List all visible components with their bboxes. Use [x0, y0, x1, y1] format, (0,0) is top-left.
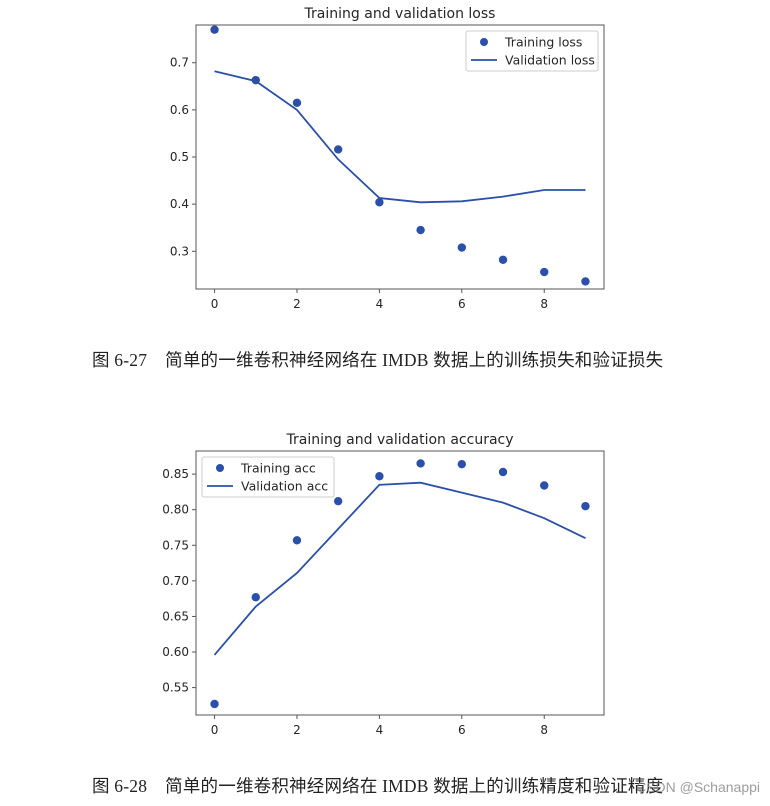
data-point [333, 496, 343, 506]
data-point [210, 699, 219, 709]
data-point [251, 593, 260, 602]
loss-figure-caption: 图 6-27 简单的一维卷积神经网络在 IMDB 数据上的训练损失和验证损失 [92, 347, 663, 372]
legend-label: Training loss [504, 35, 582, 50]
x-axis: 0 2 4 6 8 [211, 289, 548, 311]
y-tick-label: 0.70 [162, 574, 189, 588]
watermark: CSDN @Schanappi [636, 779, 760, 795]
y-tick-label: 0.5 [170, 150, 189, 164]
x-tick-label: 2 [293, 723, 301, 737]
y-tick-label: 0.6 [170, 103, 189, 117]
x-tick-label: 0 [211, 297, 219, 311]
y-axis: 0.3 0.4 0.5 0.6 0.7 [170, 56, 196, 258]
y-tick-label: 0.85 [162, 467, 189, 481]
y-tick-label: 0.65 [162, 609, 189, 623]
y-tick-label: 0.4 [170, 197, 189, 211]
loss-figure: Training and validation loss 0 2 4 6 8 0.3 0.4 0… [0, 0, 770, 380]
legend-label: Training acc [240, 461, 316, 476]
series-validation-loss [214, 70, 586, 204]
legend-item: Training loss [480, 35, 582, 50]
chart-title: Training and validation loss [304, 6, 496, 22]
accuracy-figure: Training and validation accuracy 0 2 4 6 8 0.5… [0, 420, 770, 806]
x-tick-label: 8 [540, 297, 548, 311]
data-point [292, 536, 302, 545]
legend-item: Validation acc [207, 479, 328, 494]
x-tick-label: 0 [211, 723, 219, 737]
data-line [214, 70, 586, 204]
y-tick-label: 0.3 [170, 244, 189, 258]
data-point [498, 467, 508, 477]
data-point [375, 472, 384, 481]
data-point [498, 255, 508, 264]
x-tick-label: 4 [376, 723, 384, 737]
legend-dot-icon [216, 464, 224, 472]
data-point [457, 243, 467, 252]
legend-item: Training acc [216, 461, 316, 476]
data-point [333, 145, 343, 154]
x-tick-label: 6 [458, 297, 466, 311]
figure-number: 图 6-27 [92, 350, 148, 370]
y-tick-label: 0.55 [162, 681, 189, 695]
series-training-acc [210, 459, 590, 709]
data-point [292, 98, 302, 107]
y-tick-label: 0.75 [162, 538, 189, 552]
x-tick-label: 8 [540, 723, 548, 737]
figure-number: 图 6-28 [92, 776, 148, 796]
caption-text: 简单的一维卷积神经网络在 IMDB 数据上的训练损失和验证损失 [165, 350, 664, 370]
legend-label: Validation loss [505, 53, 595, 68]
chart-title: Training and validation accuracy [285, 432, 513, 448]
series-validation-acc [213, 481, 586, 656]
data-point [540, 267, 549, 277]
legend: Training loss Validation loss [465, 30, 599, 72]
data-point [457, 459, 467, 469]
y-tick-label: 0.60 [162, 645, 189, 659]
y-axis: 0.55 0.60 0.65 0.70 0.75 0.80 0.85 [162, 467, 196, 695]
data-point [581, 277, 590, 286]
legend-item: Validation loss [471, 53, 595, 68]
data-point [581, 501, 590, 511]
legend-dot-icon [480, 38, 488, 46]
x-tick-label: 6 [458, 723, 466, 737]
data-point [540, 481, 549, 490]
legend: Training acc Validation acc [201, 456, 335, 498]
data-point [416, 459, 425, 468]
data-line [213, 481, 586, 656]
legend-label: Validation acc [241, 479, 328, 494]
caption-text: 简单的一维卷积神经网络在 IMDB 数据上的训练精度和验证精度 [165, 776, 664, 796]
accuracy-chart: Training and validation accuracy 0 2 4 6 8 0.5… [162, 432, 605, 737]
data-point [416, 225, 425, 235]
y-tick-label: 0.7 [170, 56, 189, 70]
x-axis: 0 2 4 6 8 [211, 715, 548, 737]
data-point [210, 25, 219, 34]
x-tick-label: 4 [376, 297, 384, 311]
y-tick-label: 0.80 [162, 503, 189, 517]
x-tick-label: 2 [293, 297, 301, 311]
accuracy-figure-caption: 图 6-28 简单的一维卷积神经网络在 IMDB 数据上的训练精度和验证精度 [92, 773, 663, 798]
data-point [375, 198, 384, 207]
